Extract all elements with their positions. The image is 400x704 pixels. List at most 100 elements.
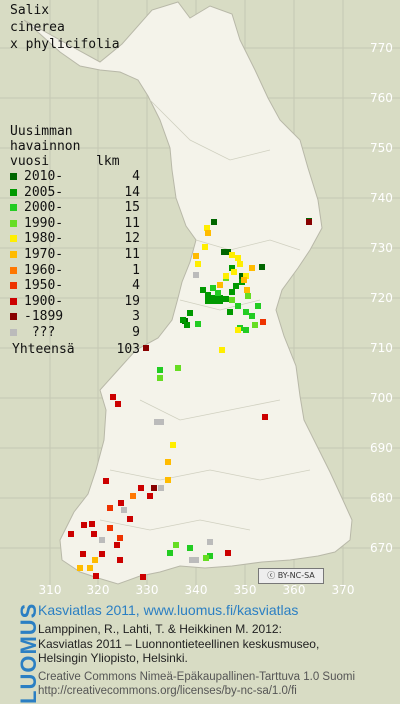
observation-square (306, 219, 312, 225)
observation-square (210, 285, 216, 291)
y-tick-label: 710 (370, 341, 393, 355)
y-tick-label: 770 (370, 41, 393, 55)
observation-square (231, 269, 237, 275)
observation-square (207, 553, 213, 559)
observation-square (118, 500, 124, 506)
observation-square (235, 327, 241, 333)
observation-square (223, 273, 229, 279)
x-tick-label: 340 (185, 583, 208, 597)
observation-square (211, 219, 217, 225)
legend-swatch (10, 328, 17, 336)
legend-year: 1950- (24, 278, 64, 294)
legend-count: 4 (132, 169, 140, 184)
observation-square (92, 557, 98, 563)
y-tick-label: 750 (370, 141, 393, 155)
observation-square (217, 298, 223, 304)
observation-square (167, 550, 173, 556)
observation-square (207, 539, 213, 545)
observation-square (252, 322, 258, 328)
observation-square (243, 309, 249, 315)
legend-header-line: havainnon (10, 139, 81, 154)
legend-row: 1960- 1 (10, 263, 140, 279)
observation-square (117, 535, 123, 541)
observation-square (77, 565, 83, 571)
cc-license-badge[interactable]: ⓒ BY-NC-SA (258, 568, 324, 584)
observation-square (244, 287, 250, 293)
observation-square (173, 542, 179, 548)
legend-year: 2005- (24, 184, 64, 200)
y-tick-label: 720 (370, 291, 393, 305)
observation-square (195, 321, 201, 327)
observation-square (99, 537, 105, 543)
legend-count: 14 (124, 184, 140, 200)
species-name: Salix cinerea x phylicifolia (10, 2, 120, 53)
legend-row: 1980- 12 (10, 231, 140, 247)
region-lines (99, 99, 311, 531)
x-tick-label: 360 (283, 583, 306, 597)
observation-square (157, 375, 163, 381)
atlas-link[interactable]: Kasviatlas 2011, www.luomus.fi/kasviatla… (38, 602, 299, 618)
observation-square (245, 293, 251, 299)
total-value: 103 (116, 341, 140, 357)
legend-count: 12 (124, 231, 140, 247)
observation-square (189, 557, 195, 563)
legend-swatch (10, 266, 17, 274)
finland-map: 770 760 750 740 730 720 710 700 690 680 … (0, 0, 400, 597)
observation-square (115, 401, 121, 407)
citation: Lamppinen, R., Lahti, T. & Heikkinen M. … (38, 622, 319, 666)
legend-swatch (10, 173, 17, 180)
observation-square (151, 485, 157, 491)
species-genus: Salix (10, 3, 50, 18)
cc-badge-text: BY-NC-SA (277, 571, 315, 580)
citation-line: Kasviatlas 2011 – Luonnontieteellinen ke… (38, 636, 320, 651)
legend-swatch (10, 250, 17, 258)
observation-square (204, 225, 210, 231)
observation-square (217, 282, 223, 288)
license-url[interactable]: http://creativecommons.org/licenses/by-n… (38, 684, 297, 697)
legend-row: 1970- 11 (10, 247, 140, 263)
y-tick-label: 670 (370, 541, 393, 555)
observation-square (249, 313, 255, 319)
legend-year: -1899 (24, 309, 64, 325)
observation-square (187, 545, 193, 551)
x-tick-label: 330 (136, 583, 159, 597)
legend-count: 19 (124, 293, 140, 309)
observation-square (107, 525, 113, 531)
y-tick-label: 740 (370, 191, 393, 205)
observation-square (229, 252, 235, 258)
species-hybrid: x phylicifolia (10, 37, 120, 52)
legend-swatch (10, 297, 17, 305)
observation-square (229, 297, 235, 303)
legend: Uusimman havainnon vuosi lkm 2010- 4 2005-… (10, 124, 140, 358)
observation-square (239, 273, 245, 279)
observation-square (147, 493, 153, 499)
legend-row: 2005- 14 (10, 184, 140, 201)
license-line: Creative Commons Nimeä-Epäkaupallinen-Ta… (38, 671, 356, 683)
x-tick-label: 310 (39, 583, 62, 597)
observation-square (81, 522, 87, 528)
observation-square (235, 303, 241, 309)
observation-square (165, 459, 171, 465)
legend-count: 3 (132, 309, 140, 325)
legend-swatch (10, 219, 17, 227)
observation-square (249, 265, 255, 271)
observation-square (170, 442, 176, 448)
observation-square (165, 477, 171, 483)
observation-square (117, 557, 123, 563)
species-epithet: cinerea (10, 20, 65, 35)
legend-swatch (10, 313, 17, 321)
y-tick-label: 690 (370, 441, 393, 455)
observation-square (200, 287, 206, 293)
legend-total: Yhteensä 103 (10, 342, 140, 358)
luomus-logo: LUOMUS (16, 602, 41, 704)
observation-square (243, 273, 249, 279)
legend-count: 11 (124, 246, 140, 262)
observation-square (175, 365, 181, 371)
observation-square (140, 574, 146, 580)
observation-square (157, 367, 163, 373)
observation-square (229, 265, 235, 271)
observation-square (143, 345, 149, 351)
observation-square (114, 542, 120, 548)
legend-swatch (10, 204, 17, 212)
observation-square (68, 531, 74, 537)
